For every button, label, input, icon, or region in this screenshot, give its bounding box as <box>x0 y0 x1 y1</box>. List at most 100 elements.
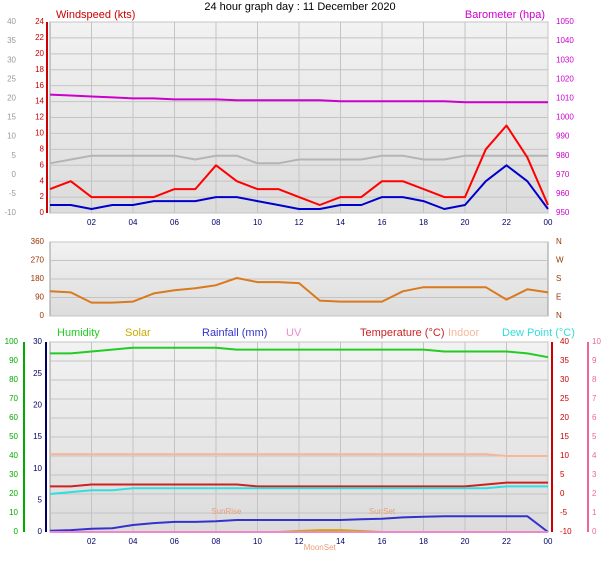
y-tick-label: 8 <box>592 375 597 384</box>
y-tick-label: 2 <box>40 192 45 201</box>
y-tick-label: 1030 <box>556 55 574 64</box>
y-tick-label: E <box>556 293 561 302</box>
y-tick-label: 22 <box>35 33 44 42</box>
legend-entry: Temperature (°C) <box>360 327 444 339</box>
y-tick-label: 25 <box>33 369 42 378</box>
series-line <box>49 277 549 304</box>
y-tick-label: 5 <box>12 151 17 160</box>
series-line <box>49 154 548 165</box>
legend-entry: Solar <box>125 327 151 339</box>
y-tick-label: 35 <box>560 356 569 365</box>
y-tick-label: 5 <box>560 470 565 479</box>
x-tick-label: 06 <box>170 537 179 546</box>
y-tick-label: 0 <box>592 527 597 536</box>
y-tick-label: 20 <box>35 49 44 58</box>
y-tick-label: 100 <box>5 337 19 346</box>
y-tick-label: 70 <box>9 394 18 403</box>
x-tick-label: 20 <box>461 537 470 546</box>
y-tick-label: 950 <box>556 208 570 217</box>
y-tick-label: 180 <box>31 274 45 283</box>
y-tick-label: 0 <box>40 311 45 320</box>
y-tick-label: 10 <box>7 132 16 141</box>
y-tick-label: 270 <box>31 256 45 265</box>
y-tick-label: 30 <box>560 375 569 384</box>
y-tick-label: 7 <box>592 394 597 403</box>
y-tick-label: 0 <box>560 489 565 498</box>
legend-entry: UV <box>286 327 302 339</box>
y-tick-label: 6 <box>40 160 45 169</box>
y-tick-label: 15 <box>33 432 42 441</box>
y-tick-label: 16 <box>35 81 44 90</box>
y-tick-label: 10 <box>9 508 18 517</box>
x-tick-label: 22 <box>502 218 511 227</box>
y-tick-label: 25 <box>7 74 16 83</box>
y-tick-label: 10 <box>560 451 569 460</box>
x-tick-label: 16 <box>378 537 387 546</box>
y-tick-label: 990 <box>556 132 570 141</box>
y-tick-label: N <box>556 311 562 320</box>
y-tick-label: 5 <box>38 495 43 504</box>
y-tick-label: 18 <box>35 65 44 74</box>
y-tick-label: 30 <box>33 337 42 346</box>
y-tick-label: 80 <box>9 375 18 384</box>
x-tick-label: 08 <box>212 537 221 546</box>
y-tick-label: 15 <box>560 432 569 441</box>
y-tick-label: 9 <box>592 356 597 365</box>
y-tick-label: 8 <box>40 144 45 153</box>
series-line <box>50 164 549 210</box>
y-tick-label: 0 <box>40 208 45 217</box>
y-tick-label: 10 <box>592 337 601 346</box>
y2-axis-label: Barometer (hpa) <box>465 9 545 21</box>
y-tick-label: W <box>556 256 564 265</box>
x-tick-label: 00 <box>544 537 553 546</box>
y-tick-label: 12 <box>35 113 44 122</box>
legend-entry: Dew Point (°C) <box>502 327 575 339</box>
x-tick-label: 06 <box>170 218 179 227</box>
y-tick-label: 6 <box>592 413 597 422</box>
series-line <box>50 481 548 488</box>
y-tick-label: 20 <box>7 94 16 103</box>
y-tick-label: 2 <box>592 489 597 498</box>
y-tick-label: 980 <box>556 151 570 160</box>
y-tick-label: 20 <box>560 413 569 422</box>
y-tick-label: 90 <box>35 293 44 302</box>
y-axis-label: Windspeed (kts) <box>56 9 135 21</box>
y-tick-label: 960 <box>556 189 570 198</box>
x-tick-label: 18 <box>419 218 428 227</box>
y-tick-label: 14 <box>35 97 44 106</box>
y-tick-label: 1040 <box>556 36 574 45</box>
y-tick-label: 970 <box>556 170 570 179</box>
y-tick-label: 40 <box>7 17 16 26</box>
y-tick-label: 0 <box>12 170 17 179</box>
x-tick-label: 00 <box>544 218 553 227</box>
y-tick-label: 1010 <box>556 94 574 103</box>
y-tick-label: 20 <box>9 489 18 498</box>
y-tick-label: -10 <box>560 527 572 536</box>
y-tick-label: -10 <box>4 208 16 217</box>
y-tick-label: 30 <box>7 55 16 64</box>
x-tick-label: 22 <box>502 537 511 546</box>
y-tick-label: 0 <box>38 527 43 536</box>
y-tick-label: 5 <box>592 432 597 441</box>
x-tick-label: 14 <box>336 218 345 227</box>
x-tick-label: 02 <box>87 218 96 227</box>
x-tick-label: 14 <box>336 537 345 546</box>
y-tick-label: -5 <box>9 189 17 198</box>
x-tick-label: 12 <box>295 537 304 546</box>
x-tick-label: 04 <box>129 537 138 546</box>
y-tick-label: 10 <box>33 464 42 473</box>
y-tick-label: 30 <box>9 470 18 479</box>
annotation: SunRise <box>211 507 242 516</box>
y-tick-label: 10 <box>35 129 44 138</box>
series-line <box>49 124 549 206</box>
y-tick-label: 20 <box>33 400 42 409</box>
x-tick-label: 10 <box>253 218 262 227</box>
y-tick-label: N <box>556 237 562 246</box>
legend-entry: Indoor <box>448 327 480 339</box>
x-tick-label: 02 <box>87 537 96 546</box>
series-line <box>49 485 548 495</box>
y-tick-label: 24 <box>35 17 44 26</box>
y-tick-label: 60 <box>9 413 18 422</box>
y-tick-label: 40 <box>9 451 18 460</box>
series-line <box>49 93 548 104</box>
